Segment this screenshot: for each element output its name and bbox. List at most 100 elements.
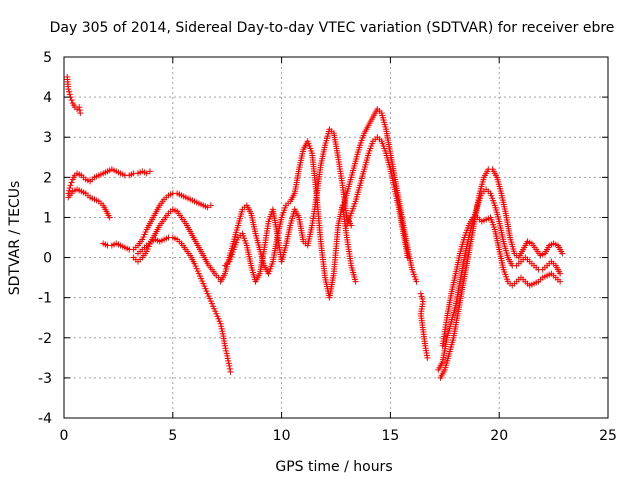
- data-point: [65, 86, 72, 93]
- data-point: [68, 179, 75, 186]
- data-point: [199, 278, 206, 285]
- data-point: [143, 170, 150, 177]
- data-point: [141, 231, 148, 238]
- data-point: [207, 298, 214, 305]
- data-point: [200, 280, 207, 287]
- data-point: [216, 318, 223, 325]
- data-point: [144, 246, 151, 253]
- data-point: [198, 275, 205, 282]
- data-point: [211, 305, 218, 312]
- data-point: [227, 368, 234, 375]
- data-point: [226, 362, 233, 369]
- series-arc-1: [64, 74, 84, 117]
- data-point: [140, 233, 147, 240]
- data-point: [68, 97, 75, 104]
- data-point: [352, 278, 359, 285]
- data-point: [192, 263, 199, 270]
- y-tick-label: -2: [38, 331, 52, 347]
- data-point: [212, 308, 219, 315]
- data-point: [218, 325, 225, 332]
- data-point: [207, 202, 214, 209]
- series-arc-8: [222, 126, 355, 285]
- data-point: [195, 270, 202, 277]
- data-point: [201, 283, 208, 290]
- y-axis-label: SDTVAR / TECUs: [7, 181, 23, 296]
- axis-ticks: 0 5 10 15 20 25 -4 -3 -2 -1 0 1 2 3 4 5: [38, 50, 617, 444]
- data-point: [215, 315, 222, 322]
- y-tick-label: 2: [43, 170, 52, 186]
- data-point: [222, 345, 229, 352]
- data-point: [404, 254, 411, 261]
- data-point: [76, 107, 83, 114]
- data-point: [66, 185, 73, 192]
- data-point: [557, 278, 564, 285]
- y-tick-label: 5: [43, 50, 52, 66]
- data-point: [197, 273, 203, 280]
- data-point: [194, 268, 201, 275]
- data-point: [218, 323, 225, 330]
- data-point: [76, 104, 83, 111]
- series-arc-2: [65, 166, 153, 197]
- data-point: [146, 241, 153, 248]
- data-point: [417, 290, 424, 297]
- data-point: [217, 320, 224, 327]
- chart-title: Day 305 of 2014, Sidereal Day-to-day VTE…: [50, 20, 615, 36]
- data-point: [224, 355, 231, 362]
- data-point: [66, 88, 73, 95]
- data-point: [225, 360, 232, 367]
- data-points: [64, 74, 566, 381]
- data-point: [226, 365, 233, 372]
- series-arc-13: [437, 166, 566, 381]
- data-point: [219, 328, 226, 335]
- data-point: [203, 288, 210, 295]
- grid-lines: [64, 57, 608, 418]
- y-tick-label: 4: [43, 90, 52, 106]
- y-tick-label: -4: [38, 411, 52, 427]
- plot-frame: [63, 56, 609, 419]
- data-point: [205, 293, 212, 300]
- x-tick-label: 25: [599, 428, 617, 444]
- data-point: [223, 347, 230, 354]
- data-point: [67, 182, 74, 189]
- data-point: [191, 260, 198, 267]
- x-axis-label: GPS time / hours: [275, 459, 392, 475]
- data-point: [225, 357, 232, 364]
- data-point: [143, 248, 150, 255]
- x-tick-label: 10: [273, 428, 291, 444]
- series-arc-3: [65, 186, 113, 221]
- data-point: [413, 278, 420, 285]
- data-point: [418, 293, 425, 300]
- series-arc-10: [343, 134, 411, 261]
- x-tick-label: 15: [381, 428, 399, 444]
- data-point: [208, 300, 215, 307]
- data-point: [77, 110, 84, 117]
- data-point: [204, 204, 211, 211]
- data-point: [204, 290, 211, 297]
- y-tick-label: 1: [43, 210, 52, 226]
- data-point: [206, 295, 213, 302]
- data-point: [559, 250, 566, 257]
- data-point: [142, 228, 149, 235]
- series-arc-4: [100, 190, 214, 253]
- series-arc-14: [439, 214, 564, 349]
- series-arc-7: [217, 138, 359, 301]
- data-point: [424, 354, 431, 361]
- data-point: [214, 313, 221, 320]
- y-tick-label: -1: [38, 291, 52, 307]
- data-point: [66, 91, 73, 98]
- y-tick-label: -3: [38, 371, 52, 387]
- data-point: [213, 310, 220, 317]
- series-arc-5: [130, 206, 224, 283]
- data-point: [139, 236, 146, 243]
- data-point: [202, 285, 209, 292]
- data-point: [223, 350, 230, 357]
- x-tick-label: 5: [168, 428, 177, 444]
- y-tick-label: 3: [43, 130, 52, 146]
- data-point: [146, 168, 153, 175]
- data-point: [419, 296, 426, 303]
- y-tick-label: 0: [43, 251, 52, 267]
- data-point: [557, 270, 564, 277]
- x-tick-label: 20: [490, 428, 508, 444]
- x-tick-label: 0: [60, 428, 69, 444]
